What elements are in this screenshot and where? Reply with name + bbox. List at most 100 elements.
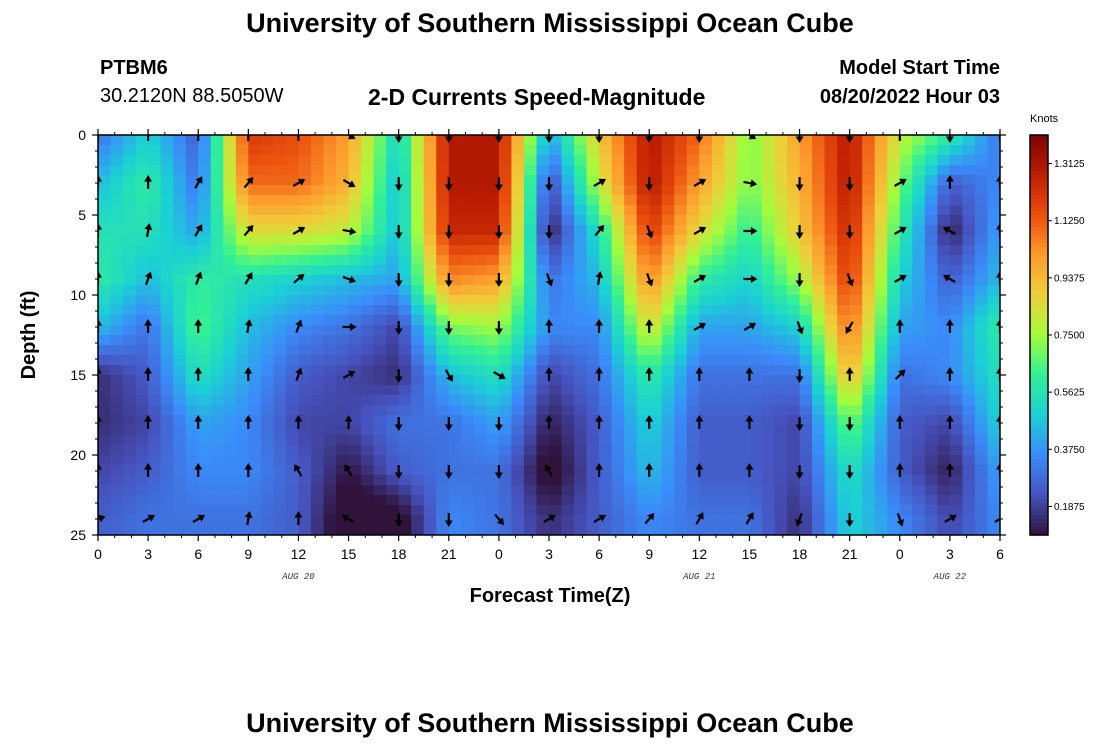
- heatmap-cell: [799, 145, 813, 156]
- x-tick-label: 3: [946, 546, 954, 562]
- heatmap-cell: [373, 515, 387, 526]
- heatmap-cell: [436, 405, 450, 416]
- heatmap-cell: [549, 435, 563, 446]
- heatmap-cell: [123, 395, 137, 406]
- heatmap-cell: [310, 475, 325, 486]
- heatmap-cell: [711, 515, 725, 526]
- heatmap-cell: [285, 455, 300, 466]
- heatmap-cell: [761, 445, 776, 456]
- heatmap-cell: [523, 515, 538, 526]
- heatmap-cell: [849, 325, 863, 336]
- heatmap-cell: [974, 515, 989, 526]
- heatmap-cell: [473, 435, 487, 446]
- heatmap-cell: [799, 325, 813, 336]
- heatmap-cell: [799, 385, 813, 396]
- heatmap-cell: [699, 325, 713, 336]
- current-arrow-head: [695, 136, 704, 143]
- heatmap-cell: [98, 465, 112, 476]
- current-arrow: [98, 463, 102, 477]
- heatmap-cell: [924, 285, 938, 296]
- heatmap-cell: [160, 215, 174, 226]
- heatmap-cell: [962, 205, 976, 216]
- heatmap-cell: [523, 295, 538, 306]
- heatmap-cell: [624, 365, 638, 376]
- heatmap-cell: [110, 165, 124, 176]
- current-arrow-head: [444, 520, 453, 527]
- heatmap-cell: [574, 475, 588, 486]
- heatmap-cell: [523, 185, 538, 196]
- heatmap-cell: [586, 195, 600, 206]
- heatmap-cell: [323, 415, 337, 426]
- heatmap-cell: [711, 245, 725, 256]
- heatmap-cell: [561, 135, 575, 146]
- current-arrow: [896, 512, 905, 527]
- heatmap-cell: [624, 485, 638, 496]
- heatmap-cell: [148, 485, 162, 496]
- heatmap-cell: [386, 255, 400, 266]
- heatmap-cell: [248, 435, 262, 446]
- heatmap-cell: [135, 245, 149, 256]
- heatmap-cell: [586, 435, 600, 446]
- heatmap-cell: [273, 145, 287, 156]
- heatmap-cell: [498, 365, 513, 376]
- heatmap-cell: [373, 135, 387, 146]
- heatmap-cell: [699, 255, 713, 266]
- current-arrow-head: [496, 517, 505, 526]
- heatmap-cell: [511, 235, 525, 246]
- heatmap-cell: [498, 485, 513, 496]
- heatmap-cell: [411, 325, 425, 336]
- x-tick-label: 12: [692, 546, 708, 562]
- heatmap-cell: [448, 135, 462, 146]
- heatmap-cell: [436, 365, 450, 376]
- colorbar-segment: [1030, 379, 1048, 384]
- current-arrow-head: [698, 322, 707, 330]
- heatmap-cell: [624, 135, 638, 146]
- heatmap-cell: [924, 275, 938, 286]
- heatmap-cell: [361, 385, 375, 396]
- heatmap-cell: [674, 235, 688, 246]
- heatmap-cell: [373, 315, 387, 326]
- heatmap-cell: [461, 175, 475, 186]
- heatmap-cell: [774, 315, 788, 326]
- heatmap-cell: [912, 305, 926, 316]
- heatmap-cell: [248, 175, 262, 186]
- heatmap-cell: [787, 265, 801, 276]
- heatmap-cell: [336, 335, 350, 346]
- heatmap-cell: [736, 155, 751, 166]
- current-arrow: [194, 271, 203, 286]
- heatmap-cell: [912, 325, 926, 336]
- heatmap-cell: [611, 425, 625, 436]
- heatmap-cell: [273, 265, 287, 276]
- heatmap-cell: [586, 155, 600, 166]
- heatmap-cell: [285, 335, 300, 346]
- heatmap-cell: [160, 145, 174, 156]
- heatmap-cell: [198, 185, 212, 196]
- heatmap-cell: [298, 425, 312, 436]
- heatmap-cell: [411, 375, 425, 386]
- heatmap-cell: [736, 305, 751, 316]
- colorbar-segment: [1030, 483, 1048, 488]
- heatmap-cell: [235, 215, 249, 226]
- heatmap-cell: [824, 315, 838, 326]
- heatmap-cell: [398, 255, 412, 266]
- heatmap-cell: [549, 245, 563, 256]
- heatmap-cell: [649, 375, 663, 386]
- heatmap-cell: [649, 525, 663, 535]
- heatmap-cell: [523, 355, 538, 366]
- heatmap-cell: [962, 215, 976, 226]
- heatmap-cell: [611, 155, 625, 166]
- heatmap-cell: [461, 185, 475, 196]
- heatmap-cell: [248, 405, 262, 416]
- current-arrow: [297, 135, 300, 141]
- heatmap-cell: [724, 205, 738, 216]
- heatmap-cell: [787, 215, 801, 226]
- heatmap-cell: [736, 465, 751, 476]
- heatmap-cell: [185, 375, 199, 386]
- heatmap-cell: [711, 145, 725, 156]
- heatmap-cell: [599, 205, 613, 216]
- heatmap-cell: [749, 485, 763, 496]
- heatmap-cell: [912, 465, 926, 476]
- heatmap-cell: [949, 275, 964, 286]
- heatmap-cell: [749, 505, 763, 516]
- heatmap-cell: [260, 495, 274, 506]
